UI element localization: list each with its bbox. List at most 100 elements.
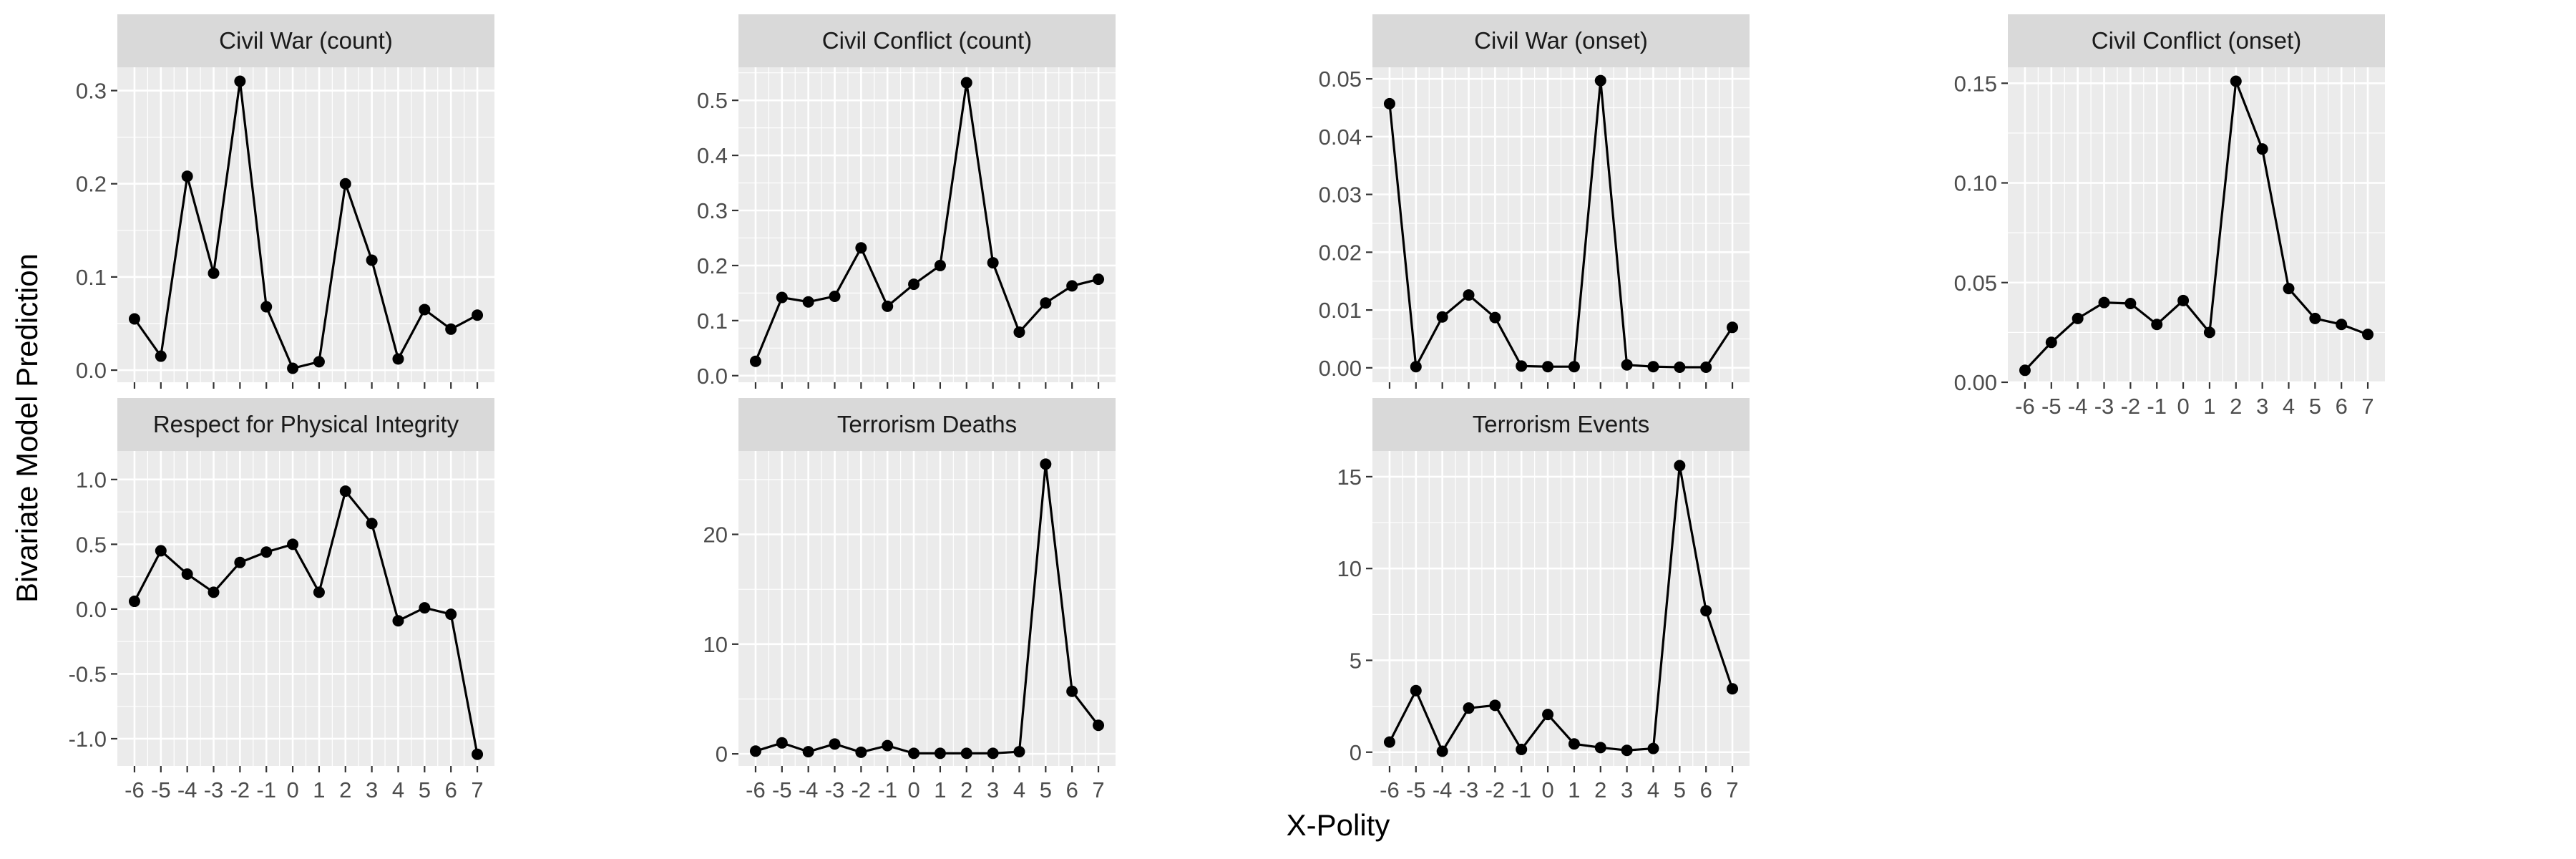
series-line	[133, 81, 478, 370]
data-point	[366, 518, 378, 530]
facet-strip	[1372, 14, 1750, 67]
data-point	[1383, 736, 1395, 748]
x-tick-label: 1	[934, 777, 946, 802]
data-point	[855, 746, 867, 758]
data-point	[1013, 746, 1025, 758]
x-tick-label: 4	[2283, 394, 2295, 419]
y-tick-label: 0.02	[1319, 240, 1362, 265]
x-tick-label: 5	[419, 777, 431, 802]
x-tick-label: 4	[392, 777, 404, 802]
data-point	[1463, 702, 1475, 714]
data-point	[934, 259, 946, 271]
y-tick-label: 0.1	[76, 265, 107, 290]
data-point	[2151, 319, 2163, 331]
y-tick-label: 1.0	[76, 467, 107, 492]
data-point	[960, 747, 972, 759]
x-tick-label: 2	[960, 777, 972, 802]
y-tick-label: 0.05	[1954, 271, 1997, 296]
data-point	[260, 301, 273, 313]
x-tick-label: 3	[366, 777, 378, 802]
data-point	[287, 538, 299, 550]
x-tick-label: 5	[1040, 777, 1052, 802]
x-axis-title: X-Polity	[1287, 808, 1390, 842]
data-point	[2283, 283, 2295, 295]
x-tick-label: 6	[1700, 777, 1712, 802]
data-point	[128, 313, 140, 325]
y-tick-label: 15	[1337, 465, 1362, 490]
x-tick-label: -1	[1511, 777, 1531, 802]
x-tick-label: -1	[877, 777, 897, 802]
data-point	[1674, 361, 1686, 374]
data-point	[1594, 742, 1606, 754]
data-point	[1621, 359, 1633, 371]
data-point	[1066, 280, 1078, 292]
x-tick-label: -6	[746, 777, 766, 802]
x-tick-label: 7	[1726, 777, 1738, 802]
y-tick-label: 10	[703, 632, 728, 657]
data-point	[908, 747, 920, 759]
data-point	[1040, 297, 1052, 309]
data-point	[1516, 743, 1528, 755]
data-point	[2124, 298, 2137, 309]
x-tick-label: -2	[852, 777, 872, 802]
y-tick-label: 0.01	[1319, 298, 1362, 323]
facet-title: Civil War (onset)	[1474, 27, 1648, 54]
data-point	[1410, 361, 1422, 373]
data-point	[2309, 312, 2321, 324]
data-point	[1489, 699, 1501, 712]
x-tick-label: -2	[230, 777, 250, 802]
x-tick-label: -5	[151, 777, 171, 802]
data-point	[234, 75, 246, 87]
data-point	[2072, 312, 2084, 324]
data-point	[1647, 361, 1659, 373]
data-point	[2256, 143, 2268, 155]
facet-strip	[117, 398, 494, 451]
x-tick-label: -3	[1459, 777, 1479, 802]
data-point	[208, 586, 220, 598]
data-point	[260, 546, 273, 558]
y-tick-label: 0.10	[1954, 171, 1997, 196]
data-point	[2203, 326, 2215, 339]
data-point	[1383, 97, 1395, 110]
data-point	[419, 304, 431, 316]
data-point	[1463, 289, 1475, 301]
x-tick-label: -4	[1433, 777, 1453, 802]
data-point	[882, 300, 894, 312]
facet-title: Civil War (count)	[219, 27, 393, 54]
x-tick-label: 5	[1674, 777, 1686, 802]
y-tick-label: 0.03	[1319, 183, 1362, 208]
data-point	[287, 362, 299, 374]
data-point	[208, 267, 220, 279]
x-tick-label: -4	[177, 777, 197, 802]
data-point	[313, 356, 325, 368]
y-tick-label: 0.0	[697, 364, 728, 389]
data-point	[1013, 326, 1025, 338]
data-point	[445, 608, 457, 621]
x-tick-label: -1	[256, 777, 276, 802]
facet-title: Civil Conflict (count)	[822, 27, 1032, 54]
x-tick-label: 6	[445, 777, 457, 802]
data-point	[1436, 745, 1448, 757]
facet-panel: Civil Conflict (onset) 0.00 0.05 0.10 0.15 -6…	[1954, 14, 2385, 419]
data-point	[1093, 719, 1105, 732]
y-tick-label: 10	[1337, 556, 1362, 581]
x-tick-label: 5	[2309, 394, 2321, 419]
x-tick-label: -5	[1406, 777, 1426, 802]
data-point	[392, 615, 404, 627]
facet-strip	[2008, 14, 2385, 67]
x-tick-label: -6	[2015, 394, 2035, 419]
data-point	[2019, 364, 2031, 377]
y-axis-title: Bivariate Model Prediction	[10, 253, 44, 603]
y-tick-label: 0.5	[697, 88, 728, 113]
y-tick-label: -1.0	[69, 727, 107, 752]
x-tick-label: -3	[2094, 394, 2114, 419]
data-point	[1066, 685, 1078, 697]
data-point	[1040, 458, 1052, 470]
data-point	[829, 291, 841, 302]
data-point	[855, 242, 867, 254]
data-point	[339, 178, 351, 190]
y-tick-label: 0.4	[697, 143, 728, 168]
data-point	[2045, 336, 2057, 349]
